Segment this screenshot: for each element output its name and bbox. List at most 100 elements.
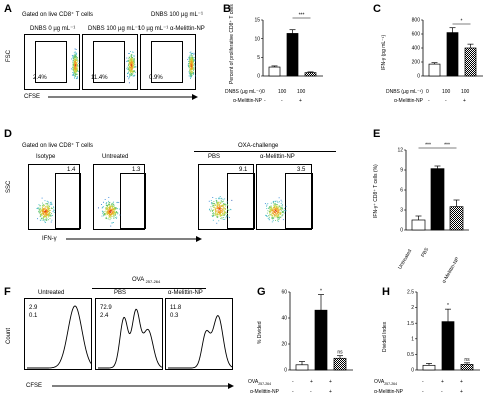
cell-dot — [106, 210, 108, 212]
cell-dot — [282, 210, 284, 212]
cell-dot — [280, 213, 282, 215]
cell-dot — [268, 215, 270, 217]
flow-a1-cloud — [70, 48, 80, 80]
cell-dot — [214, 213, 216, 215]
cell-dot — [211, 203, 213, 205]
cell-dot — [193, 71, 194, 73]
cell-dot — [191, 69, 193, 71]
cell-dot — [107, 212, 109, 214]
cell-dot — [75, 76, 77, 78]
cell-dot — [110, 205, 112, 207]
cell-dot — [216, 222, 218, 224]
cell-dot — [134, 67, 136, 68]
cell-dot — [225, 212, 227, 214]
cell-dot — [107, 208, 109, 209]
cell-dot — [212, 214, 214, 216]
cell-dot — [127, 60, 128, 62]
cell-dot — [129, 60, 131, 62]
cell-dot — [76, 57, 78, 59]
cell-dot — [189, 71, 191, 73]
cell-dot — [188, 63, 190, 65]
cell-dot — [50, 201, 52, 203]
cell-dot — [44, 208, 45, 210]
y-tick-label-G-2: 40 — [281, 316, 287, 322]
cell-dot — [127, 59, 129, 61]
bar-H-0 — [422, 364, 436, 371]
cell-dot — [131, 55, 133, 57]
panel-f-ylabel: Count — [6, 327, 12, 344]
cell-dot — [284, 210, 285, 212]
cell-dot — [213, 203, 215, 205]
cell-dot — [218, 204, 220, 206]
panel-g-ylabel: % Divided — [257, 321, 263, 344]
cell-dot — [227, 209, 229, 211]
cell-dot — [212, 215, 213, 217]
cell-dot — [274, 203, 276, 205]
cell-dot — [271, 212, 273, 214]
cell-dot — [75, 63, 77, 65]
cell-dot — [265, 215, 267, 217]
cell-dot — [73, 68, 75, 70]
cell-dot — [75, 68, 77, 69]
cell-dot — [214, 207, 216, 209]
cell-dot — [211, 210, 213, 211]
sig-marker-g-ns: ns — [337, 350, 343, 356]
cell-dot — [217, 213, 219, 215]
cell-dot — [110, 225, 112, 227]
h-row2-label: α-Melittin-NP — [374, 389, 404, 395]
cell-dot — [221, 208, 223, 210]
panel-c-ylabel: IFN-γ (pg mL⁻¹) — [381, 34, 387, 70]
y-tick-label-C-2: 400 — [412, 46, 421, 52]
cell-dot — [102, 211, 104, 213]
panel-f-group-bar — [92, 288, 206, 289]
cell-dot — [50, 221, 52, 223]
panel-a-header: Gated on live CD8⁺ T cells — [22, 12, 93, 18]
cell-dot — [126, 57, 128, 59]
cell-dot — [268, 211, 270, 212]
sig-marker-h-ns: ns — [464, 357, 470, 363]
cell-dot — [113, 207, 115, 209]
cell-dot — [51, 208, 53, 209]
cell-dot — [104, 214, 105, 216]
cell-dot — [217, 214, 219, 216]
y-tick-label-G-1: 20 — [281, 342, 287, 348]
g-row1-v1: - — [292, 379, 294, 385]
cell-dot — [116, 211, 117, 212]
cell-dot — [45, 203, 47, 205]
bar-B-2 — [304, 72, 317, 77]
bar-G-1 — [314, 309, 328, 371]
cell-dot — [74, 61, 76, 63]
cell-dot — [193, 69, 194, 71]
cell-dot — [76, 69, 78, 70]
sig-marker-h-top: * — [447, 303, 449, 309]
cell-dot — [75, 66, 76, 68]
cell-dot — [219, 206, 221, 207]
cell-dot — [44, 216, 46, 218]
cell-dot — [192, 64, 194, 66]
cell-dot — [103, 210, 105, 212]
cell-dot — [45, 207, 47, 209]
cell-dot — [189, 58, 191, 60]
cell-dot — [274, 216, 276, 218]
cell-dot — [51, 219, 53, 221]
cell-dot — [130, 73, 132, 74]
cell-dot — [275, 215, 277, 217]
cell-dot — [108, 200, 110, 202]
cell-dot — [133, 56, 135, 58]
cell-dot — [73, 64, 75, 66]
cell-dot — [76, 63, 78, 65]
cell-dot — [126, 68, 128, 70]
cell-dot — [278, 217, 280, 218]
cell-dot — [193, 69, 195, 70]
d-val-1: 1.4 — [67, 167, 76, 173]
cell-dot — [46, 216, 48, 218]
cell-dot — [213, 201, 215, 202]
cell-dot — [74, 60, 76, 62]
cell-dot — [193, 72, 195, 74]
cell-dot — [108, 209, 110, 211]
cell-dot — [46, 213, 48, 215]
c-row1-label: DNBS (µg mL⁻¹) — [386, 89, 423, 95]
cell-dot — [105, 203, 107, 205]
hist-f1-curve — [27, 305, 92, 369]
cell-dot — [76, 63, 78, 65]
